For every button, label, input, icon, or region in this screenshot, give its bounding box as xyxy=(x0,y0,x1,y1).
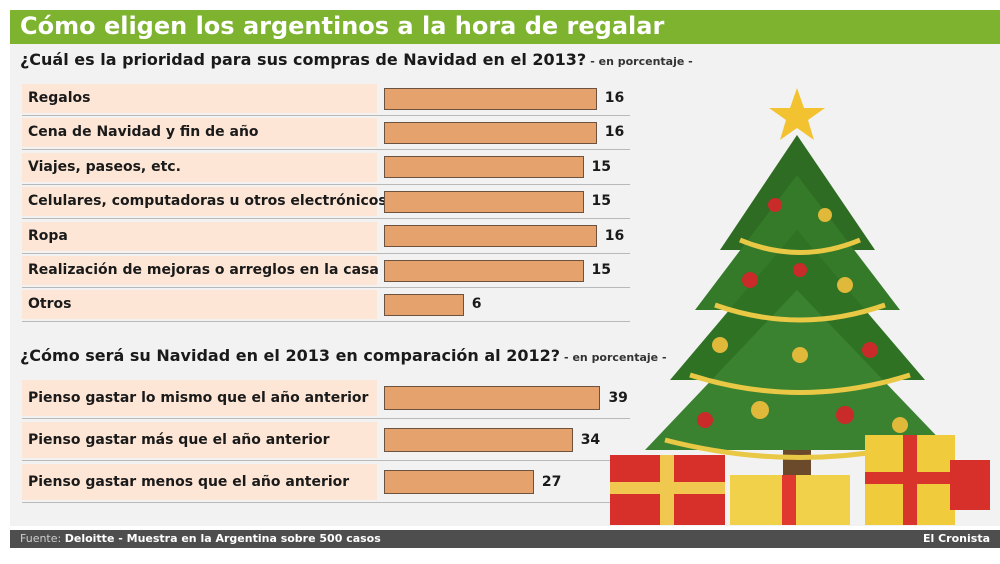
chart1-value-label: 15 xyxy=(591,193,611,210)
chart1-row-separator xyxy=(22,149,630,151)
chart2-category-label: Pienso gastar lo mismo que el año anteri… xyxy=(28,389,369,406)
chart2-category-label: Pienso gastar menos que el año anterior xyxy=(28,473,350,490)
chart1-row-separator xyxy=(22,115,630,116)
chart1-value-label: 15 xyxy=(591,158,611,175)
chart1-category-label: Ropa xyxy=(28,227,68,244)
chart1-category-label: Regalos xyxy=(28,90,91,106)
chart1-row xyxy=(22,221,377,251)
chart1-category-label: Cena de Navidad y fin de año xyxy=(28,124,259,141)
chart1-bar xyxy=(384,293,464,316)
chart1-value-label: 6 xyxy=(471,296,482,313)
chart2-category-label: Pienso gastar más que el año anterior xyxy=(28,431,330,448)
chart2-bar xyxy=(384,428,573,452)
chart1-category-label: Celulares, computadoras u otros electrón… xyxy=(28,193,387,210)
chart2-bar xyxy=(384,470,534,494)
chart2-value-label: 39 xyxy=(608,389,628,406)
footer: Fuente: Deloitte - Muestra en la Argenti… xyxy=(10,530,1000,548)
chart2-row xyxy=(22,380,377,416)
chart1-bar xyxy=(384,259,584,282)
chart2-row xyxy=(22,464,377,500)
chart1-row xyxy=(22,256,377,285)
title-bar: Cómo eligen los argentinos a la hora de … xyxy=(10,10,1000,44)
chart1-row xyxy=(22,187,377,217)
chart2-row-separator xyxy=(22,418,630,419)
chart1-category-label: Viajes, paseos, etc. xyxy=(28,158,181,175)
christmas-tree-illustration xyxy=(610,88,990,525)
chart1-value-label: 16 xyxy=(604,124,625,141)
chart1-row-separator xyxy=(22,287,630,288)
chart1-category-label: Realización de mejoras o arreglos en la … xyxy=(28,262,379,278)
chart2-row-separator xyxy=(22,460,630,461)
source-note: Fuente: Deloitte - Muestra en la Argenti… xyxy=(20,532,381,545)
chart1-bar xyxy=(384,225,597,248)
chart1-row-separator xyxy=(22,252,630,254)
chart2-bar xyxy=(384,386,601,410)
chart1-title: ¿Cuál es la prioridad para sus compras d… xyxy=(20,50,693,69)
publisher-brand: El Cronista xyxy=(923,532,990,545)
chart1-bar xyxy=(384,87,597,110)
chart1-bar xyxy=(384,156,584,179)
chart2-row xyxy=(22,422,377,458)
chart2-value-label: 34 xyxy=(580,431,601,448)
chart-title: Cómo eligen los argentinos a la hora de … xyxy=(20,12,665,40)
chart2-row-separator xyxy=(22,502,630,503)
chart1-row-separator xyxy=(22,321,630,323)
chart1-row xyxy=(22,290,377,320)
chart1-row-separator xyxy=(22,183,630,185)
chart2-value-label: 27 xyxy=(541,473,562,490)
chart1-value-label: 16 xyxy=(604,90,625,106)
chart1-category-label: Otros xyxy=(28,296,72,313)
chart1-row-separator xyxy=(22,218,630,220)
chart1-value-label: 15 xyxy=(591,262,611,278)
chart1-row xyxy=(22,84,377,113)
chart1-row xyxy=(22,118,377,148)
chart1-row xyxy=(22,152,377,182)
chart1-bar xyxy=(384,121,597,144)
chart2-title: ¿Cómo será su Navidad en el 2013 en comp… xyxy=(20,346,667,365)
chart1-bar xyxy=(384,190,584,213)
chart1-value-label: 16 xyxy=(604,227,625,244)
